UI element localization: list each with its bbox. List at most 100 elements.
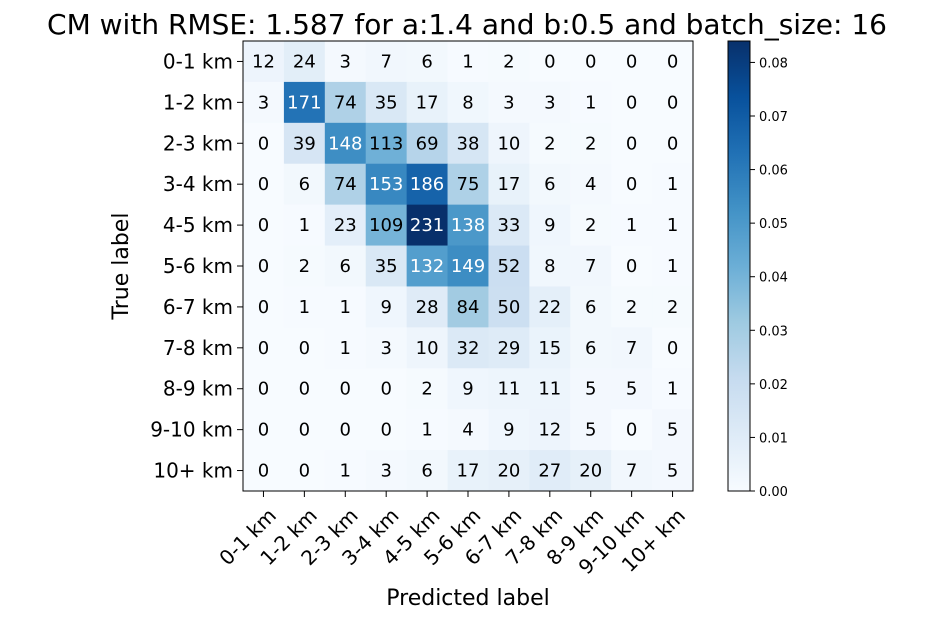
heatmap-cell (243, 245, 285, 287)
cell-value-label: 1 (299, 297, 310, 318)
chart-title: CM with RMSE: 1.587 for a:1.4 and b:0.5 … (47, 8, 887, 41)
cell-value-label: 39 (293, 133, 316, 154)
heatmap-cell (652, 450, 694, 492)
cell-value-label: 9 (380, 297, 391, 318)
heatmap-cell (243, 204, 285, 247)
cell-value-label: 38 (457, 133, 480, 154)
cell-value-label: 8 (544, 256, 555, 277)
heatmap-cell (243, 327, 285, 369)
heatmap-cell (406, 163, 449, 206)
cell-value-label: 0 (667, 338, 678, 359)
colorbar-tick-label: 0.00 (759, 485, 788, 500)
heatmap-cell (365, 122, 408, 165)
cell-value-label: 20 (579, 461, 602, 482)
heatmap-cell (652, 327, 694, 369)
heatmap-cell (488, 204, 530, 247)
heatmap-cell (406, 368, 449, 410)
heatmap-cell (570, 327, 612, 369)
cell-value-label: 186 (410, 174, 444, 195)
heatmap-cell (570, 41, 612, 83)
colorbar-tick-label: 0.06 (759, 164, 788, 179)
heatmap-cell (406, 409, 449, 451)
heatmap-cell (243, 163, 285, 206)
cell-value-label: 12 (252, 51, 275, 72)
cell-value-label: 84 (457, 297, 480, 318)
heatmap-cell (324, 122, 367, 165)
heatmap-cell (570, 204, 612, 247)
heatmap-cell (406, 204, 449, 247)
cell-value-label: 4 (462, 420, 473, 441)
heatmap-cell (283, 286, 326, 328)
cell-value-label: 0 (380, 379, 391, 400)
heatmap-cell (529, 368, 571, 410)
heatmap-cell (611, 409, 653, 451)
cell-value-label: 0 (258, 420, 269, 441)
y-tick-label: 6-7 km (163, 295, 233, 319)
cell-value-label: 6 (299, 174, 310, 195)
heatmap-cell (406, 450, 449, 492)
cell-value-label: 17 (457, 461, 480, 482)
colorbar-tick-label: 0.07 (759, 110, 788, 125)
cell-value-label: 0 (626, 133, 637, 154)
heatmap-cell (488, 245, 530, 287)
colorbar-tick-label: 0.05 (759, 217, 788, 232)
cell-value-label: 153 (369, 174, 403, 195)
heatmap-cell (611, 450, 653, 492)
colorbar-tick-label: 0.03 (759, 324, 788, 339)
heatmap-cell (324, 41, 367, 83)
cell-value-label: 1 (340, 338, 351, 359)
cell-value-label: 6 (585, 338, 596, 359)
y-tick-label: 1-2 km (163, 90, 233, 114)
cell-value-label: 7 (626, 338, 637, 359)
cell-value-label: 148 (328, 133, 362, 154)
cell-value-label: 17 (416, 92, 439, 113)
heatmap-cell (611, 245, 653, 287)
cell-value-label: 1 (585, 92, 596, 113)
cell-value-label: 2 (585, 133, 596, 154)
cell-value-label: 0 (626, 174, 637, 195)
heatmap-cell (652, 368, 694, 410)
cell-value-label: 171 (287, 92, 321, 113)
heatmap-cell (243, 41, 285, 83)
cell-value-label: 0 (258, 174, 269, 195)
heatmap-cell (652, 81, 694, 124)
cell-value-label: 35 (375, 92, 398, 113)
cell-value-label: 0 (667, 133, 678, 154)
cell-value-label: 138 (451, 215, 485, 236)
heatmap-cell (365, 450, 408, 492)
cell-value-label: 22 (538, 297, 561, 318)
cell-value-label: 24 (293, 51, 316, 72)
cell-value-label: 33 (497, 215, 520, 236)
heatmap-cell (243, 286, 285, 328)
cell-value-label: 15 (538, 338, 561, 359)
cell-value-label: 0 (667, 92, 678, 113)
heatmap-cell (611, 286, 653, 328)
cell-value-label: 50 (497, 297, 520, 318)
cell-value-label: 0 (299, 420, 310, 441)
cell-value-label: 0 (299, 461, 310, 482)
heatmap-cell (243, 81, 285, 124)
cell-value-label: 9 (503, 420, 514, 441)
heatmap-cell (570, 163, 612, 206)
heatmap-cell (365, 245, 408, 287)
cell-value-label: 6 (340, 256, 351, 277)
cell-value-label: 0 (258, 256, 269, 277)
heatmap-cell (488, 81, 530, 124)
heatmap-cell (529, 450, 571, 492)
cell-value-label: 3 (380, 338, 391, 359)
cell-value-label: 27 (538, 461, 561, 482)
cell-value-label: 6 (421, 461, 432, 482)
heatmap-cell (570, 81, 612, 124)
heatmap-cell (652, 245, 694, 287)
heatmap-cell (529, 286, 571, 328)
heatmap-cell (283, 245, 326, 287)
cell-value-label: 1 (340, 461, 351, 482)
heatmap-cell (529, 41, 571, 83)
y-axis-title: True label (109, 213, 134, 321)
heatmap-cell (488, 41, 530, 83)
heatmap-cell (447, 122, 489, 165)
cell-value-label: 5 (667, 420, 678, 441)
heatmap-cell (447, 245, 489, 287)
cell-value-label: 0 (380, 420, 391, 441)
